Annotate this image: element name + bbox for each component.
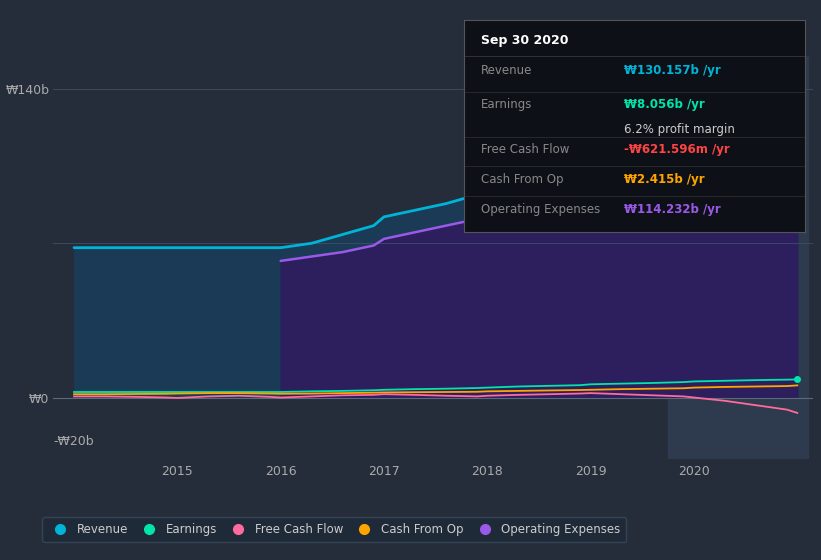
- Text: ₩2.415b /yr: ₩2.415b /yr: [624, 173, 704, 186]
- Text: Operating Expenses: Operating Expenses: [481, 203, 600, 216]
- Text: Free Cash Flow: Free Cash Flow: [481, 143, 569, 156]
- Legend: Revenue, Earnings, Free Cash Flow, Cash From Op, Operating Expenses: Revenue, Earnings, Free Cash Flow, Cash …: [43, 517, 626, 542]
- Text: Sep 30 2020: Sep 30 2020: [481, 35, 568, 48]
- Text: Cash From Op: Cash From Op: [481, 173, 563, 186]
- Text: ₩8.056b /yr: ₩8.056b /yr: [624, 99, 704, 111]
- Text: -₩20b: -₩20b: [53, 435, 94, 448]
- Bar: [668, 56, 808, 459]
- Text: Earnings: Earnings: [481, 99, 532, 111]
- Text: ₩114.232b /yr: ₩114.232b /yr: [624, 203, 721, 216]
- Text: 6.2% profit margin: 6.2% profit margin: [624, 123, 735, 136]
- Text: Revenue: Revenue: [481, 64, 532, 77]
- Text: -₩621.596m /yr: -₩621.596m /yr: [624, 143, 730, 156]
- Text: ₩130.157b /yr: ₩130.157b /yr: [624, 64, 721, 77]
